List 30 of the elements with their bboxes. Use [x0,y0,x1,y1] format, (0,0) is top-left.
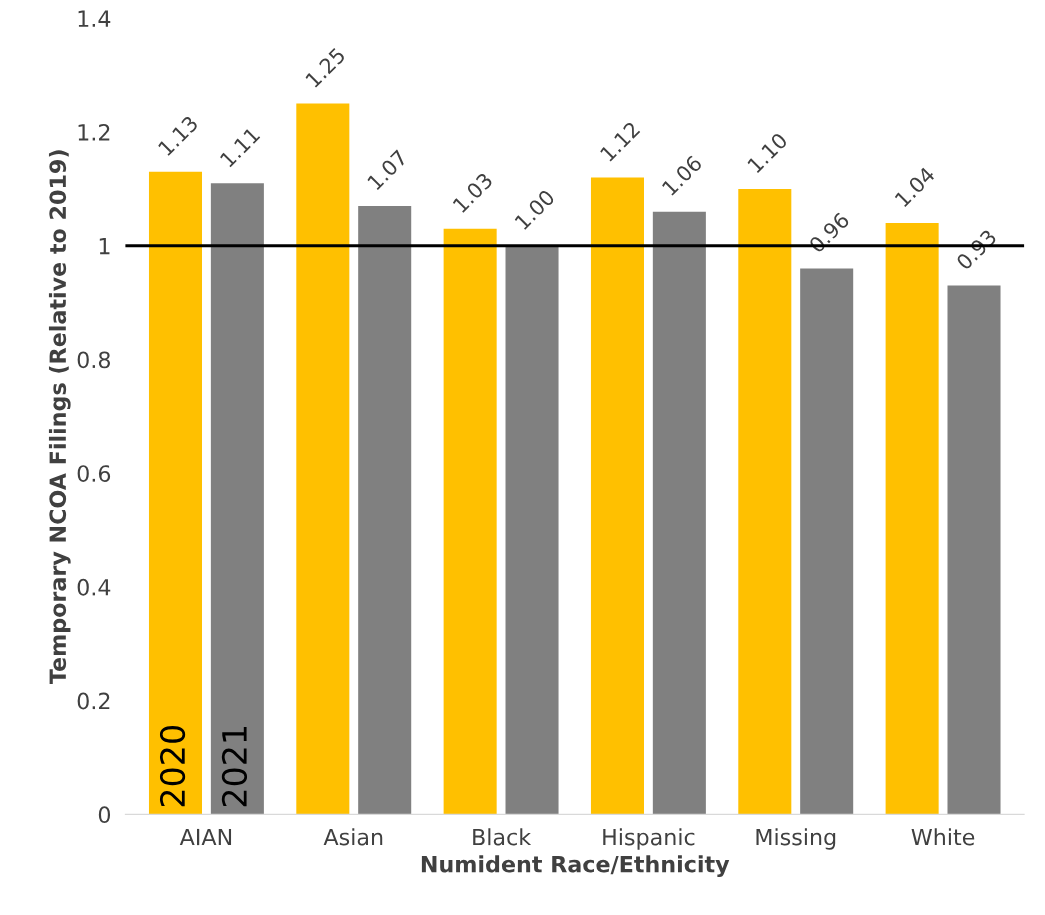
bar [358,205,412,815]
x-tick-label: Asian [323,828,383,846]
y-tick-label: 1.2 [78,123,110,141]
bar [443,228,497,815]
x-tick-label: Missing [756,828,836,850]
y-tick-label: 1 [99,237,110,255]
series-label: 2020 [159,726,186,807]
bar [210,183,264,815]
y-tick-label: 0.6 [77,465,111,482]
x-axis-title: Numident Race/Ethnicity [421,855,730,877]
y-tick-label: 0.2 [77,692,110,710]
x-tick-label: AIAN [179,828,232,846]
bar [738,188,792,815]
x-tick-label: White [911,828,975,846]
bar [800,268,854,815]
bar [148,171,203,815]
x-tick-label: Black [473,828,532,846]
bar [590,177,644,815]
y-axis-title: Temporary NCOA Filings (Relative to 2019) [48,150,71,685]
bar [885,223,939,815]
y-tick-label: 0.4 [77,578,111,596]
bar [296,103,350,815]
bar [947,285,1001,815]
series-label: 2021 [221,726,248,807]
y-tick-label: 0 [98,806,111,824]
y-tick-label: 0.8 [77,351,110,369]
bar [505,245,559,815]
x-tick-label: Hispanic [603,828,695,850]
bar [652,211,706,815]
y-tick-label: 1.4 [78,10,111,27]
